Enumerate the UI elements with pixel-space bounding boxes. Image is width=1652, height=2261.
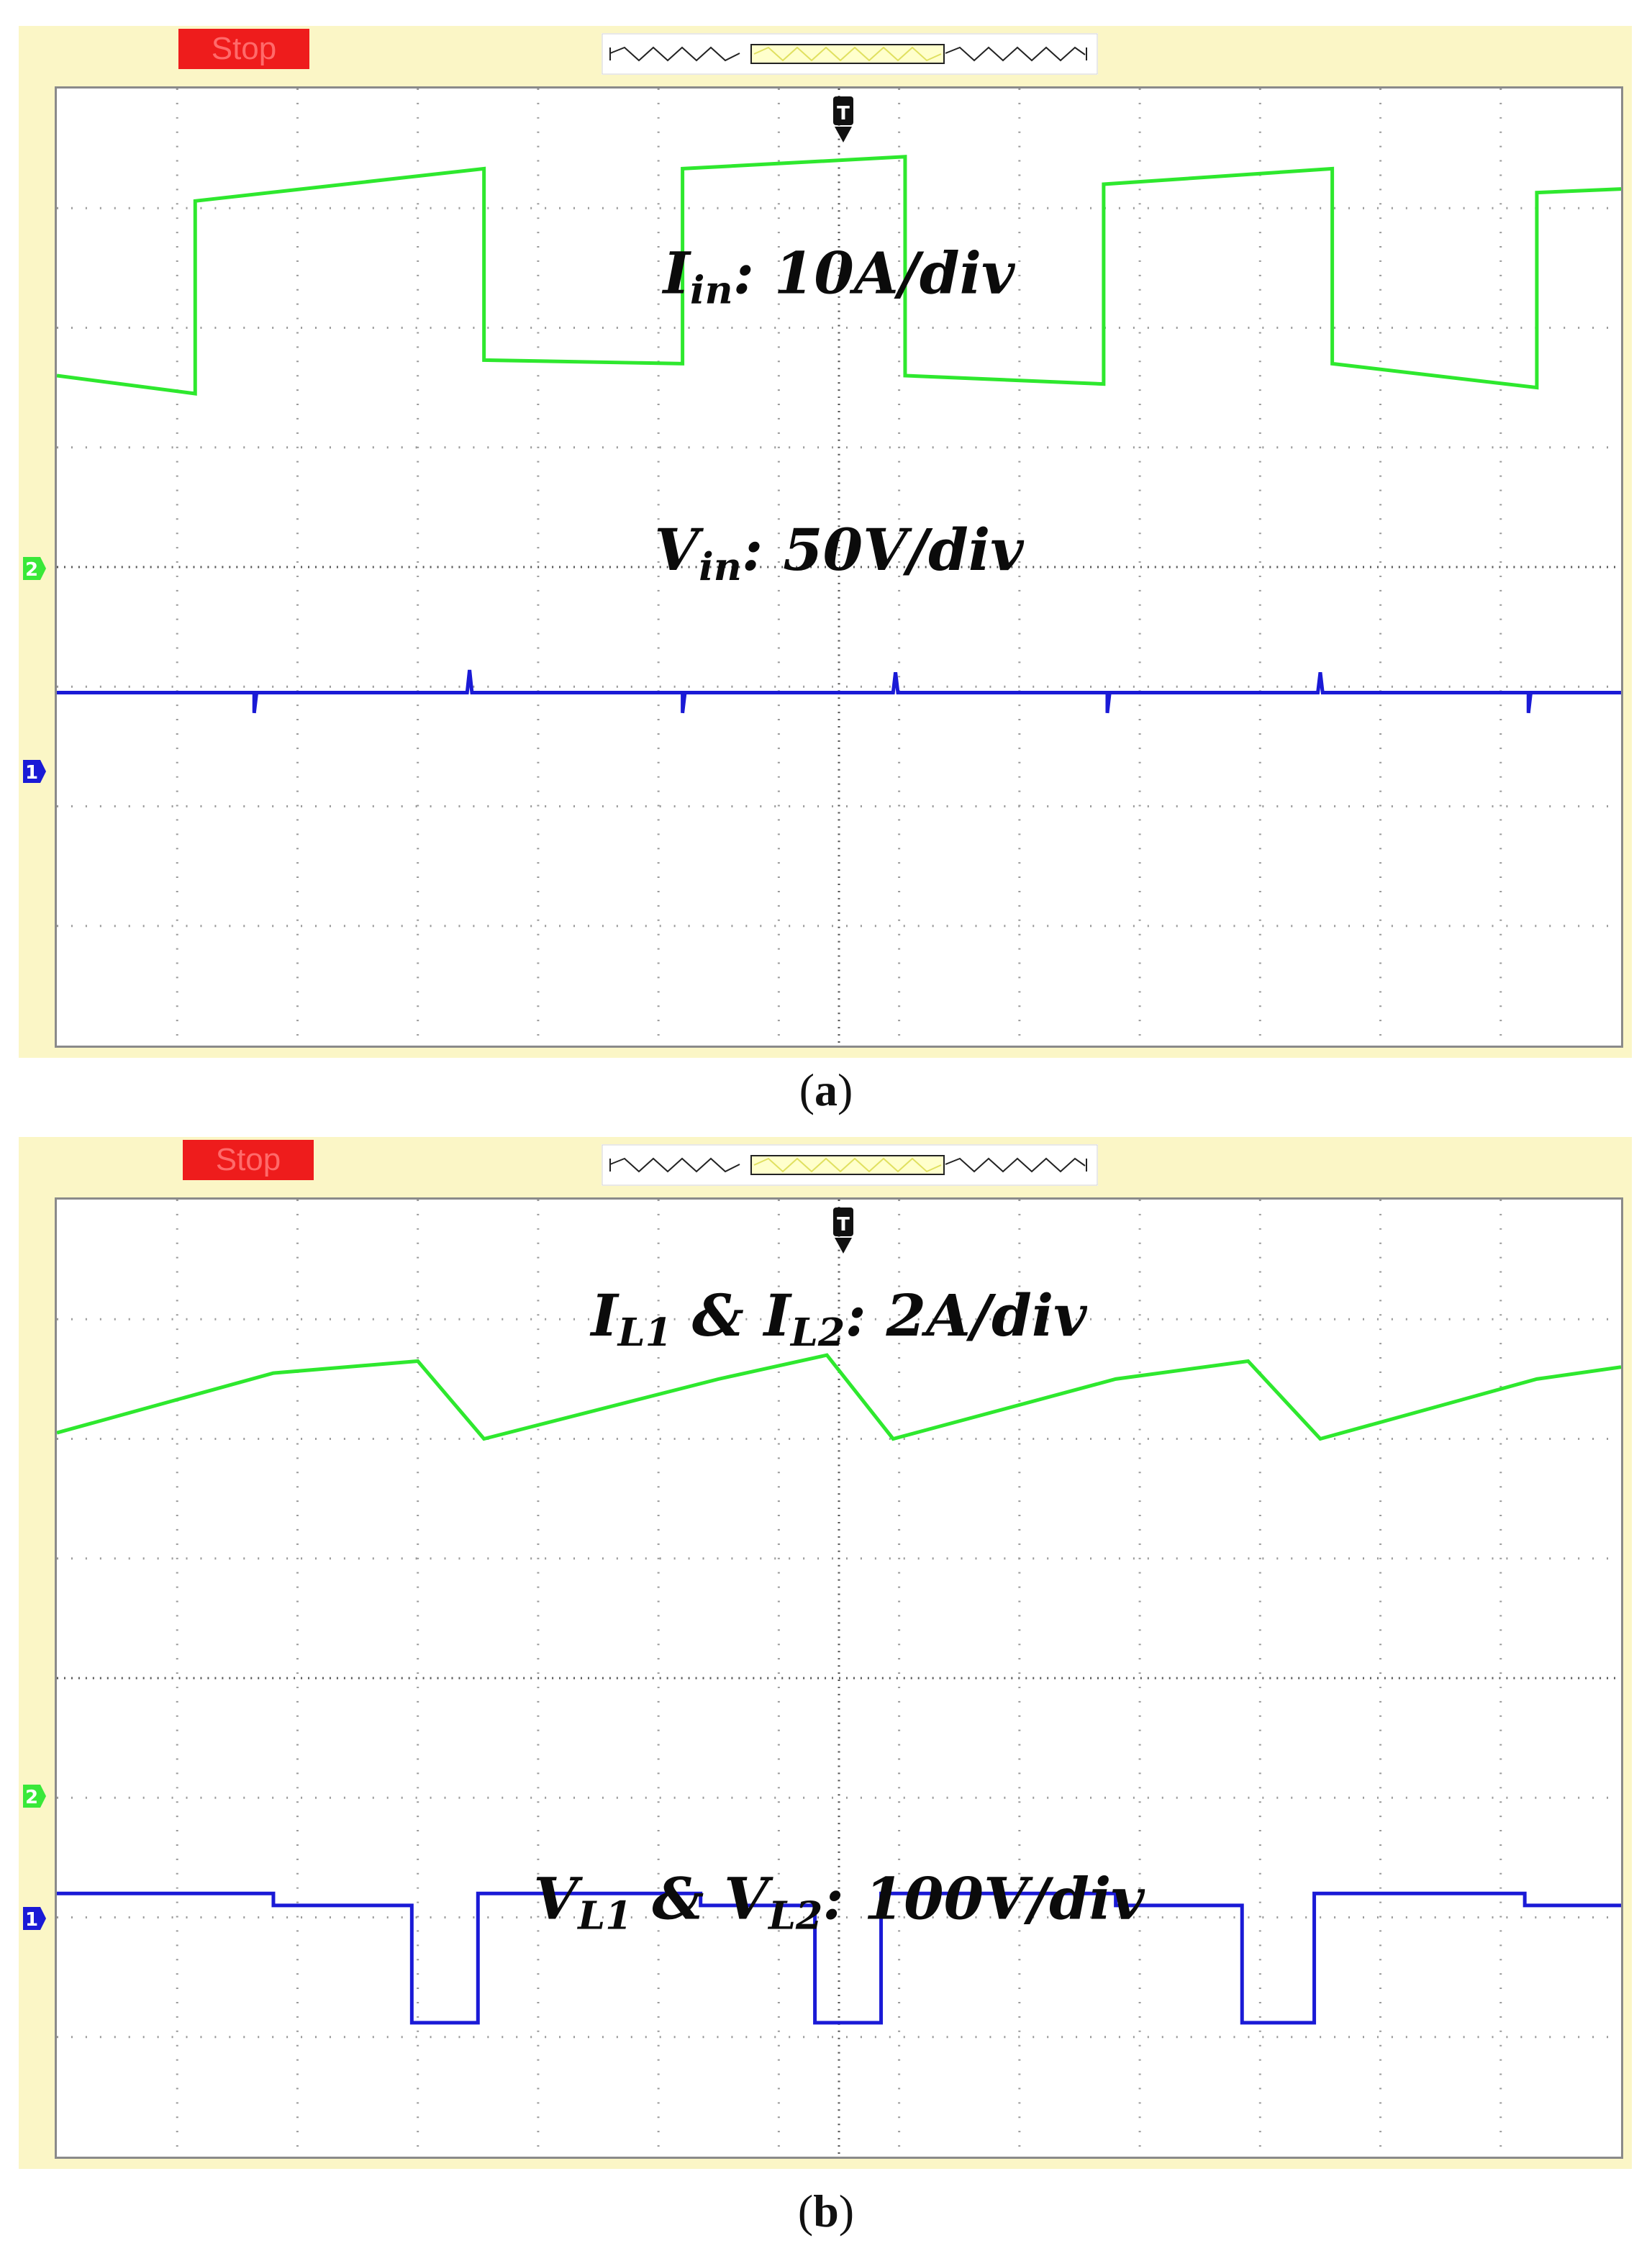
- scope-screen-a: Iin: 10A/div Vin: 50V/div: [55, 86, 1623, 1048]
- series-line-channel-1: [57, 669, 1621, 714]
- trigger-position-icon: T: [832, 1206, 855, 1256]
- svg-text:2: 2: [25, 559, 38, 581]
- channel-1-marker-icon: 1: [22, 757, 47, 786]
- svg-text:T: T: [837, 1214, 850, 1236]
- stop-button[interactable]: Stop: [183, 1140, 314, 1180]
- grid: [57, 1200, 1621, 2157]
- svg-text:1: 1: [25, 762, 38, 784]
- trace-scale-label: Iin: 10A/div: [662, 240, 1016, 313]
- subfigure-label-b: (b): [797, 2185, 855, 2237]
- trigger-position-icon: T: [832, 95, 855, 145]
- timebase-indicator: [602, 1144, 1098, 1186]
- svg-text:T: T: [837, 103, 850, 124]
- stop-button[interactable]: Stop: [178, 29, 309, 69]
- oscilloscope-panel-b: Stop IL1 & IL2: 2A/div VL1 & VL2: 100V/di…: [19, 1137, 1632, 2169]
- series-line-channel-2: [57, 1353, 1621, 1441]
- channel-2-marker-icon: 2: [22, 554, 47, 583]
- scope-screen-b: IL1 & IL2: 2A/div VL1 & VL2: 100V/div: [55, 1197, 1623, 2159]
- svg-text:2: 2: [25, 1787, 38, 1808]
- channel-2-marker-icon: 2: [22, 1782, 47, 1811]
- oscilloscope-panel-a: Stop Iin: 10A/div Vin: 50V/div T 2 1: [19, 26, 1632, 1058]
- channel-1-marker-icon: 1: [22, 1904, 47, 1933]
- grid: [57, 89, 1621, 1046]
- trace-scale-label: VL1 & VL2: 100V/div: [533, 1865, 1145, 1939]
- series-line-channel-1: [57, 1891, 1621, 2025]
- series-line-channel-2: [57, 155, 1621, 396]
- svg-text:1: 1: [25, 1909, 38, 1931]
- waveform-plot-a: Iin: 10A/div Vin: 50V/div: [57, 89, 1621, 1046]
- timebase-indicator: [602, 33, 1098, 75]
- trace-scale-label: IL1 & IL2: 2A/div: [589, 1282, 1088, 1355]
- waveform-plot-b: IL1 & IL2: 2A/div VL1 & VL2: 100V/div: [57, 1200, 1621, 2157]
- subfigure-label-a: (a): [799, 1064, 853, 1115]
- trace-scale-label: Vin: 50V/div: [654, 516, 1025, 589]
